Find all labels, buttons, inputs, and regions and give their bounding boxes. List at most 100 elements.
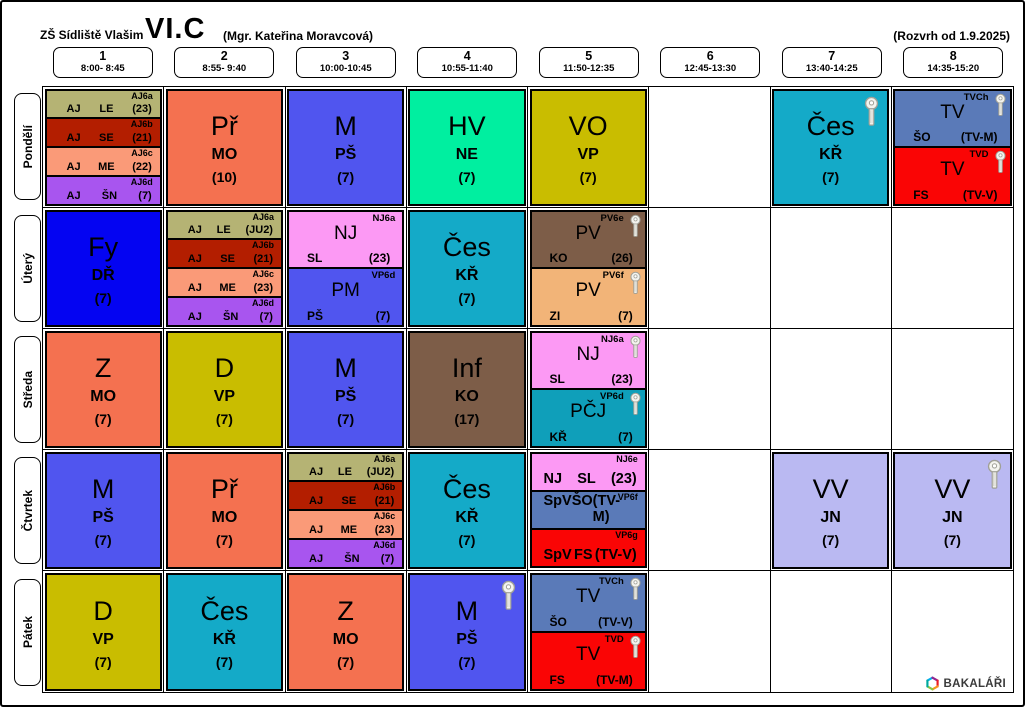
subject-label: D (93, 595, 113, 626)
lesson-segment[interactable]: AJ6c AJ ME (23) (165, 267, 283, 298)
lesson-box: Z MO (7) (44, 330, 162, 448)
lesson-segment[interactable]: VV JN (7) (772, 451, 890, 569)
lesson-segment[interactable]: Inf KO (17) (408, 330, 526, 448)
timetable-cell: TVCh TV ŠO (TV-M) TVD TV FS (TV-V) (891, 87, 1013, 208)
lesson-segment[interactable]: Čes KŘ (7) (772, 88, 890, 206)
lesson-segment[interactable]: AJ6c AJ ME (23) (287, 509, 405, 540)
subject-label: AJ (66, 160, 81, 173)
subject-label: SpV (543, 493, 572, 510)
timetable-cell: VV JN (7) (891, 450, 1013, 571)
room-label: (7) (579, 169, 597, 185)
lesson-segment[interactable]: VP6d PČJ KŘ (7) (529, 388, 647, 448)
room-label: (21) (132, 132, 152, 144)
class-name: VI.C (145, 13, 206, 45)
room-label: (TV-V) (962, 187, 998, 202)
room-label: (21) (253, 253, 273, 265)
key-icon (994, 150, 1006, 173)
lesson-segment[interactable]: TVD TV FS (TV-M) (529, 630, 647, 691)
lesson-segment[interactable]: D VP (7) (44, 572, 162, 691)
lesson-segment[interactable]: Čes KŘ (7) (408, 451, 526, 569)
lesson-segment[interactable]: AJ6d AJ ŠN (7) (44, 174, 162, 206)
lesson-box: D VP (7) (44, 572, 162, 691)
lesson-segment[interactable]: AJ6a AJ LE (JU2) (287, 451, 405, 483)
period-number: 1 (99, 49, 107, 63)
lesson-segment[interactable]: NJ6a NJ SL (23) (287, 209, 405, 269)
lesson-segment[interactable]: TVCh TV ŠO (TV-M) (893, 88, 1012, 148)
lesson-segment[interactable]: PV6e PV KO (26) (529, 209, 647, 269)
teacher-label: LE (99, 103, 114, 116)
lesson-box: TVCh TV ŠO (TV-V) TVD TV FS (TV-M) (529, 572, 647, 691)
lesson-segment[interactable]: M PŠ (7) (287, 88, 405, 206)
lesson-segment[interactable]: D VP (7) (165, 330, 283, 448)
lesson-segment[interactable]: Fy DŘ (7) (44, 209, 162, 327)
lesson-box: VO VP (7) (529, 88, 647, 206)
teacher-label: PŠ (334, 388, 357, 405)
teacher-label: FS (549, 672, 565, 687)
lesson-segment[interactable]: VP6d PM PŠ (7) (287, 267, 405, 327)
lesson-segment[interactable]: AJ6a AJ LE (23) (44, 88, 162, 120)
lesson-segment[interactable]: TVCh TV ŠO (TV-V) (529, 572, 647, 633)
valid-from: (Rozvrh od 1.9.2025) (893, 29, 1010, 43)
lesson-segment[interactable]: Př MO (7) (165, 451, 283, 569)
lesson-box: Čes KŘ (7) (408, 209, 526, 327)
lesson-segment[interactable]: Čes KŘ (7) (165, 572, 283, 691)
lesson-segment[interactable]: NJ6e NJ SL (23) (529, 451, 647, 492)
group-label: TVCh (963, 91, 989, 103)
day-name: Pátek (20, 616, 35, 649)
group-label: PV6f (602, 270, 624, 281)
lesson-segment[interactable]: Z MO (7) (287, 572, 405, 691)
lesson-box: AJ6a AJ LE (JU2) AJ6b AJ SE (21) AJ6c AJ ME (23) AJ6… (165, 209, 283, 327)
group-label: VP6f (617, 491, 638, 502)
room-label: (7) (94, 411, 112, 427)
lesson-segment[interactable]: AJ6c AJ ME (22) (44, 146, 162, 177)
lesson-box: PV6e PV KO (26) PV6f PV ZI (7) (529, 209, 647, 327)
lesson-segment[interactable]: AJ6d AJ ŠN (7) (287, 537, 405, 569)
lesson-segment[interactable]: VP6g SpV FS (TV-V) (529, 528, 647, 569)
lesson-segment[interactable]: AJ6b AJ SE (21) (287, 480, 405, 511)
lesson-segment[interactable]: AJ6b AJ SE (21) (165, 238, 283, 269)
room-label: (7) (259, 310, 273, 323)
subject-label: NJ (543, 470, 563, 487)
lesson-segment[interactable]: TVD TV FS (TV-V) (893, 146, 1012, 206)
teacher-label: ŠO (571, 493, 593, 510)
period-time: 10:55-11:40 (441, 63, 493, 74)
group-label: VP6d (599, 391, 624, 402)
room-label: (7) (618, 429, 633, 444)
teacher-room-line: KO (26) (532, 251, 645, 265)
lesson-segment[interactable]: Čes KŘ (7) (408, 209, 526, 327)
subject-label: TV (575, 643, 601, 665)
lesson-segment[interactable]: AJ6a AJ LE (JU2) (165, 209, 283, 241)
room-label: (7) (94, 532, 112, 548)
lesson-box: Z MO (7) (287, 572, 405, 691)
lesson-segment[interactable]: PV6f PV ZI (7) (529, 267, 647, 327)
teacher-room-line: PŠ (7) (289, 309, 402, 323)
lesson-segment[interactable]: M PŠ (7) (408, 572, 526, 691)
key-icon (994, 93, 1006, 116)
lesson-segment[interactable]: VP6f SpV ŠO (TV-M) (529, 489, 647, 531)
lesson-segment[interactable]: VO VP (7) (529, 88, 647, 206)
lesson-segment[interactable]: AJ6b AJ SE (21) (44, 117, 162, 148)
lesson-segment[interactable]: AJ6d AJ ŠN (7) (165, 295, 283, 327)
teacher-label: LE (337, 466, 352, 479)
period-number: 2 (220, 49, 228, 63)
lesson-segment[interactable]: Př MO (10) (165, 88, 283, 206)
lesson-segment[interactable]: HV NE (7) (408, 88, 526, 206)
lesson-box: M PŠ (7) (408, 572, 526, 691)
room-label: (7) (215, 411, 233, 427)
teacher-label: NE (455, 146, 478, 163)
lesson-line: AJ ME (23) (289, 524, 402, 537)
lesson-segment[interactable]: Z MO (7) (44, 330, 162, 448)
lesson-segment[interactable]: VV JN (7) (893, 451, 1012, 569)
period-header-7: 7 13:40-14:25 (781, 47, 882, 78)
teacher-label: KŘ (212, 630, 236, 648)
lesson-segment[interactable]: M PŠ (7) (287, 330, 405, 448)
timetable-cell: NJ6a NJ SL (23) VP6d PM PŠ (7) (285, 208, 407, 329)
bakalari-logo[interactable]: BAKALÁŘI (925, 676, 1006, 691)
bakalari-logo-text: BAKALÁŘI (943, 677, 1006, 690)
teacher-label: PŠ (334, 146, 357, 163)
lesson-segment[interactable]: M PŠ (7) (44, 451, 162, 569)
lesson-segment[interactable]: NJ6a NJ SL (23) (529, 330, 647, 390)
timetable-cell: PV6e PV KO (26) PV6f PV ZI (7) (528, 208, 650, 329)
subject-label: Z (337, 595, 354, 626)
subject-label: PČJ (570, 401, 607, 423)
